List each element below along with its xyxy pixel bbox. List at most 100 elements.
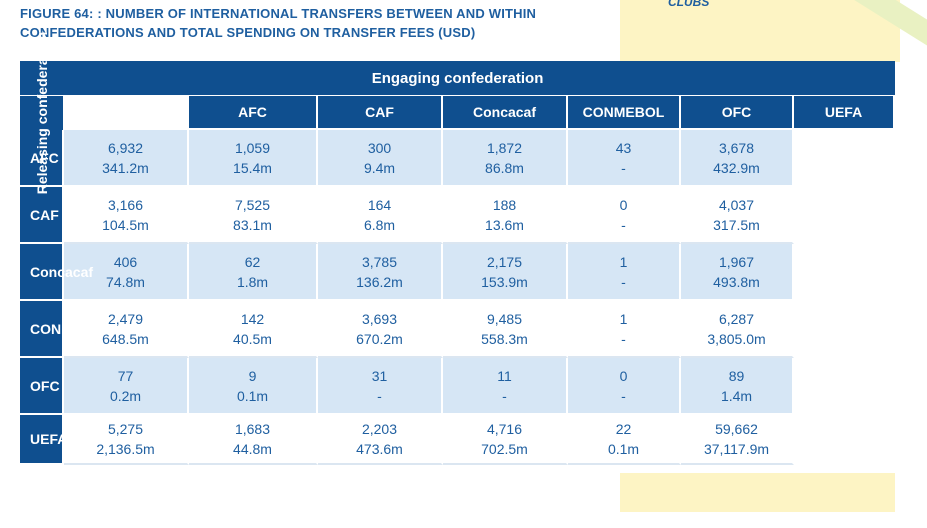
transfer-count: 2,175 <box>486 253 523 270</box>
table-cell: 62 1.8m <box>189 244 318 301</box>
column-header-caf: CAF <box>318 96 443 130</box>
transfer-fee: 9.4m <box>363 159 396 176</box>
table-cell: 2,479 648.5m <box>64 301 189 358</box>
row-header-ofc: OFC <box>20 358 64 415</box>
table-cell: 1,059 15.4m <box>189 130 318 187</box>
table-cell: 142 40.5m <box>189 301 318 358</box>
transfer-fee: 473.6m <box>356 441 403 457</box>
transfer-fee: 1.4m <box>720 387 753 404</box>
table-cell: 9,485 558.3m <box>443 301 568 358</box>
row-header-conmebol: CONMEBOL <box>20 301 112 358</box>
transfer-fee: 670.2m <box>356 330 403 347</box>
transfer-count: 4,037 <box>718 196 755 213</box>
transfer-fee: 317.5m <box>713 216 760 233</box>
table-cell: 2,203 473.6m <box>318 415 443 465</box>
table-cell: 1,683 44.8m <box>189 415 318 465</box>
table-cell: 59,662 37,117.9m <box>681 415 794 465</box>
transfer-fee: 493.8m <box>713 273 760 290</box>
transfer-fee: - <box>621 387 626 404</box>
table-row-ofc: OFC 77 0.2m 9 0.1m 31- 11- 0- 89 1.4m <box>20 358 895 415</box>
table-cell: 300 9.4m <box>318 130 443 187</box>
table-cell: 4,716 702.5m <box>443 415 568 465</box>
row-header-afc: AFC <box>20 130 64 187</box>
transfer-fee: 104.5m <box>102 216 149 233</box>
table-cell: 22 0.1m <box>568 415 681 465</box>
transfer-fee: 74.8m <box>106 273 145 290</box>
transfer-count: 3,785 <box>361 253 398 270</box>
releasing-confederation-header: Releasing confederation <box>20 32 64 194</box>
transfer-fee: 153.9m <box>481 273 528 290</box>
transfer-fee: 702.5m <box>481 441 528 457</box>
transfer-count: 22 <box>615 421 632 437</box>
transfer-count: 6,287 <box>718 310 755 327</box>
transfer-count: 1,967 <box>718 253 755 270</box>
transfer-fee: 341.2m <box>102 159 149 176</box>
transfer-count: 0 <box>619 367 628 384</box>
transfer-count: 1 <box>619 310 628 327</box>
corner-cell <box>64 96 189 130</box>
transfer-count: 59,662 <box>715 421 758 437</box>
row-header-concacaf: Concacaf <box>20 244 93 301</box>
table-cell: 31 - <box>318 358 443 415</box>
table-cell: 1,967 493.8m <box>681 244 794 301</box>
transfer-fee: - <box>621 273 626 290</box>
transfer-fee: - <box>621 159 626 176</box>
table-cell: 0- <box>568 358 681 415</box>
transfer-fee: 432.9m <box>713 159 760 176</box>
transfer-fee: 86.8m <box>485 159 524 176</box>
transfer-fee: 6.8m <box>363 216 396 233</box>
table-cell: 164 6.8m <box>318 187 443 244</box>
transfer-count: 7,525 <box>234 196 271 213</box>
table-cell: 3,166 104.5m <box>64 187 189 244</box>
transfer-count: 3,166 <box>107 196 144 213</box>
row-header-caf: CAF <box>20 187 64 244</box>
transfer-count: 89 <box>728 367 745 384</box>
releasing-confederation-label: Releasing confederation <box>33 31 50 195</box>
column-header-conmebol: CONMEBOL <box>568 96 681 130</box>
table-cell: 1- <box>568 301 681 358</box>
transfer-fee: 0.1m <box>236 387 269 404</box>
transfer-count: 62 <box>244 253 261 270</box>
table-cell: 3,678 432.9m <box>681 130 794 187</box>
transfer-count: 188 <box>492 196 517 213</box>
transfer-fee: 3,805.0m <box>707 330 766 347</box>
table-cell: 5,275 2,136.5m <box>64 415 189 465</box>
transfer-count: 1,683 <box>234 421 271 437</box>
yellow-highlight-band-bottom <box>620 473 895 512</box>
table-cell: 6,287 3,805.0m <box>681 301 794 358</box>
transfer-fee: 136.2m <box>356 273 403 290</box>
transfer-count: 164 <box>367 196 392 213</box>
transfer-count: 31 <box>371 367 388 384</box>
column-header-afc: AFC <box>189 96 318 130</box>
transfer-count: 5,275 <box>107 421 144 437</box>
table-cell: 1,872 86.8m <box>443 130 568 187</box>
transfer-count: 6,932 <box>107 139 144 156</box>
column-header-concacaf: Concacaf <box>443 96 568 130</box>
table-cell: 4,037 317.5m <box>681 187 794 244</box>
transfer-count: 11 <box>497 367 512 384</box>
column-header-uefa: UEFA <box>794 96 896 130</box>
transfer-count: 142 <box>240 310 265 327</box>
decorative-swoosh <box>854 0 927 46</box>
table-cell: 43 - <box>568 130 681 187</box>
transfer-count: 9 <box>248 367 257 384</box>
transfer-count: 3,693 <box>361 310 398 327</box>
transfer-fee: 37,117.9m <box>703 441 770 457</box>
table-cell: 2,175 153.9m <box>443 244 568 301</box>
transfer-fee: - <box>377 387 382 404</box>
table-cell: 6,932 341.2m <box>64 130 189 187</box>
transfer-count: 4,716 <box>486 421 523 437</box>
table-cell: 188 13.6m <box>443 187 568 244</box>
transfer-fee: 648.5m <box>102 330 149 347</box>
transfer-count: 1 <box>619 253 628 270</box>
transfer-count: 9,485 <box>486 310 523 327</box>
transfer-count: 406 <box>113 253 138 270</box>
transfers-table: Engaging confederation Releasing confede… <box>20 32 896 465</box>
transfer-fee: 558.3m <box>481 330 528 347</box>
transfer-fee: 2,136.5m <box>96 441 155 457</box>
transfer-fee: 13.6m <box>485 216 524 233</box>
section-label: CLUBS <box>668 0 710 9</box>
transfer-fee: 15.4m <box>233 159 272 176</box>
transfer-count: 77 <box>117 367 134 384</box>
row-header-uefa: UEFA <box>20 415 67 465</box>
